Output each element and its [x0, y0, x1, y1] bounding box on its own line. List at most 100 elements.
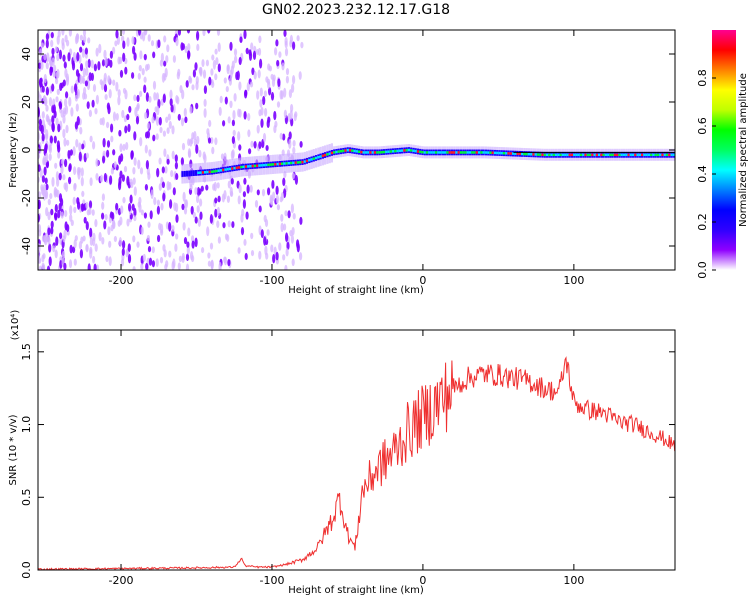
spectrogram-noise-speckle	[68, 259, 73, 269]
signal-peak	[267, 163, 270, 167]
signal-peak	[507, 152, 510, 155]
spectrogram-noise-speckle	[92, 84, 97, 92]
signal-peak	[392, 150, 395, 153]
signal-peak	[208, 170, 211, 174]
signal-peak	[305, 159, 309, 163]
signal-peak	[303, 160, 306, 163]
spectrogram-noise-speckle	[226, 195, 230, 203]
spectrogram-noise-speckle	[128, 202, 132, 212]
spectrogram-noise-speckle	[163, 60, 167, 67]
signal-peak	[566, 153, 569, 157]
signal-peak	[632, 153, 635, 157]
spectrogram-noise-speckle	[290, 117, 294, 127]
signal-core	[185, 170, 189, 177]
spectrogram-noise-speckle	[159, 256, 164, 264]
spectrogram-noise-speckle	[285, 68, 290, 76]
spectrogram-noise-speckle	[95, 94, 99, 105]
signal-peak	[505, 152, 508, 155]
signal-peak	[285, 162, 288, 165]
spectrogram-noise-speckle	[73, 239, 77, 249]
snr-scale-label: (x10⁴)	[10, 310, 21, 341]
spectrogram-noise-speckle	[75, 103, 79, 112]
signal-peak	[310, 158, 313, 161]
spectrogram-noise-speckle	[160, 229, 164, 236]
spectrogram-noise-speckle	[39, 48, 43, 57]
spectrogram-noise-speckle	[55, 77, 59, 85]
signal-peak	[491, 151, 494, 155]
signal-peak	[330, 151, 333, 155]
spectrogram-noise-speckle	[38, 62, 42, 69]
signal-peak	[317, 156, 320, 159]
spectrogram-noise-speckle	[202, 30, 206, 37]
spectrogram-noise-speckle	[280, 213, 284, 222]
signal-peak	[475, 151, 478, 154]
spectrogram-noise-speckle	[281, 62, 285, 71]
spectrogram-noise-speckle	[243, 110, 247, 120]
signal-peak	[308, 158, 311, 162]
spectrogram-noise-speckle	[206, 128, 210, 136]
y-tick-label: 0.5	[20, 489, 33, 507]
spectrogram-noise-speckle	[275, 251, 279, 261]
signal-peak	[233, 166, 236, 170]
spectrogram-noise-speckle	[56, 53, 60, 62]
spectrogram-noise-speckle	[155, 133, 159, 140]
spectrogram-noise-speckle	[153, 91, 157, 101]
signal-peak	[609, 153, 612, 157]
spectrogram-noise-speckle	[290, 203, 294, 214]
spectrogram-noise-speckle	[62, 174, 66, 181]
spectrogram-noise-speckle	[155, 258, 159, 267]
spectrogram-noise-speckle	[101, 193, 105, 201]
spectrogram-noise-speckle	[164, 165, 168, 174]
spectrogram-noise-speckle	[48, 243, 52, 253]
signal-peak	[622, 153, 626, 157]
signal-peak	[339, 150, 343, 153]
signal-peak	[532, 153, 535, 156]
spectrogram-noise-speckle	[282, 133, 286, 141]
colorbar-ticks: 0.0 0.2 0.4 0.6 0.8	[696, 69, 716, 279]
signal-peak	[206, 170, 209, 174]
spectrogram-noise-speckle	[236, 70, 240, 81]
spectrogram-noise-speckle	[293, 113, 297, 122]
spectrogram-noise-speckle	[273, 110, 277, 121]
signal-peak	[344, 149, 347, 152]
signal-peak	[577, 153, 580, 157]
spectrogram-noise-speckle	[45, 33, 50, 41]
spectrogram-noise-speckle	[216, 182, 220, 189]
spectrogram-noise-speckle	[38, 123, 43, 132]
signal-peak	[487, 151, 490, 154]
signal-peak	[670, 153, 673, 157]
spectrogram-noise-speckle	[145, 131, 149, 139]
spectrogram-noise-speckle	[203, 85, 207, 94]
spectrogram-noise-speckle	[39, 168, 43, 179]
spectrogram-noise-speckle	[97, 60, 101, 71]
spectrogram-noise-speckle	[191, 240, 195, 249]
spectrogram-noise-speckle	[60, 82, 64, 89]
spectrogram-noise-speckle	[127, 123, 131, 133]
spectrogram-noise-speckle	[67, 149, 71, 159]
spectrogram-noise-speckle	[218, 106, 222, 116]
spectrogram-noise-speckle	[292, 75, 296, 85]
spectrogram-noise-speckle	[187, 227, 191, 237]
signal-peak	[564, 153, 567, 157]
spectrogram-noise-speckle	[180, 117, 185, 127]
signal-peak	[213, 170, 216, 173]
spectrogram-noise-speckle	[139, 167, 144, 175]
signal-peak	[369, 151, 372, 154]
spectrogram-noise-speckle	[151, 246, 155, 254]
spectrogram-noise-speckle	[129, 178, 133, 186]
spectrogram-noise-speckle	[191, 235, 195, 243]
spectrogram-noise-speckle	[148, 149, 152, 157]
signal-peak	[244, 165, 247, 168]
spectrogram-noise-speckle	[132, 177, 136, 185]
y-tick-label: 1.5	[20, 343, 33, 361]
signal-peak	[272, 163, 275, 166]
spectrogram-noise-speckle	[45, 62, 49, 70]
spectrogram-marks	[38, 30, 675, 270]
spectrogram-noise-speckle	[211, 81, 215, 89]
spectrogram-noise-speckle	[121, 30, 126, 35]
spectrogram-noise-speckle	[248, 49, 252, 56]
spectrogram-noise-speckle	[62, 110, 66, 117]
spectrogram-noise-speckle	[133, 215, 137, 222]
spectrogram-noise-speckle	[106, 102, 110, 111]
